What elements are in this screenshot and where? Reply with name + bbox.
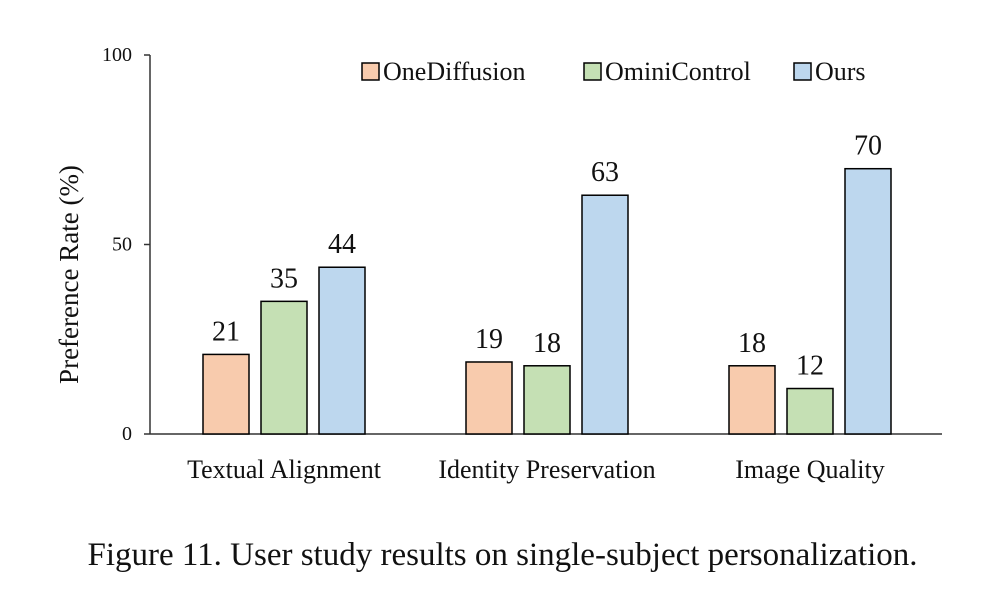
bar-onediffusion: [728, 365, 776, 435]
bar-ominicontrol: [523, 365, 571, 435]
bar-value-label: 35: [270, 263, 298, 294]
x-category-label: Textual Alignment: [187, 455, 382, 484]
legend-label-ours: Ours: [815, 57, 866, 86]
bar-value-label: 44: [328, 229, 356, 260]
bar-value-label: 18: [738, 328, 766, 359]
bar-ours: [844, 167, 892, 435]
legend-swatch-onediffusion: [361, 62, 380, 81]
chart-canvas: 0 50 100 Preference Rate (%) 21 35 44 Textual A…: [54, 44, 942, 484]
legend-swatch-ominicontrol: [583, 62, 602, 81]
figure-caption: Figure 11. User study results on single-…: [87, 537, 918, 573]
legend-label-ominicontrol: OminiControl: [605, 57, 751, 86]
y-axis-title: Preference Rate (%): [54, 165, 84, 384]
bar-onediffusion: [465, 361, 513, 435]
bar-onediffusion: [202, 353, 250, 435]
bar-ours: [318, 266, 366, 435]
bar-ours: [581, 194, 629, 435]
legend-swatch-ours: [793, 62, 812, 81]
x-category-label: Image Quality: [735, 455, 884, 484]
bar-value-label: 70: [854, 131, 882, 162]
y-tick-label: 0: [122, 423, 132, 445]
y-tick-label: 50: [112, 234, 132, 256]
x-category-label: Identity Preservation: [438, 455, 655, 484]
bar-value-label: 63: [591, 157, 619, 188]
bar-ominicontrol: [260, 300, 308, 435]
bar-value-label: 19: [475, 324, 503, 355]
bar-value-label: 21: [212, 316, 240, 347]
legend-label-onediffusion: OneDiffusion: [383, 57, 526, 86]
bar-value-label: 18: [533, 328, 561, 359]
bar-chart: 0 50 100 Preference Rate (%) 21 35 44 Textual A…: [54, 44, 942, 484]
bar-ominicontrol: [786, 387, 834, 435]
y-tick-label: 100: [102, 44, 132, 66]
bar-value-label: 12: [796, 351, 824, 382]
